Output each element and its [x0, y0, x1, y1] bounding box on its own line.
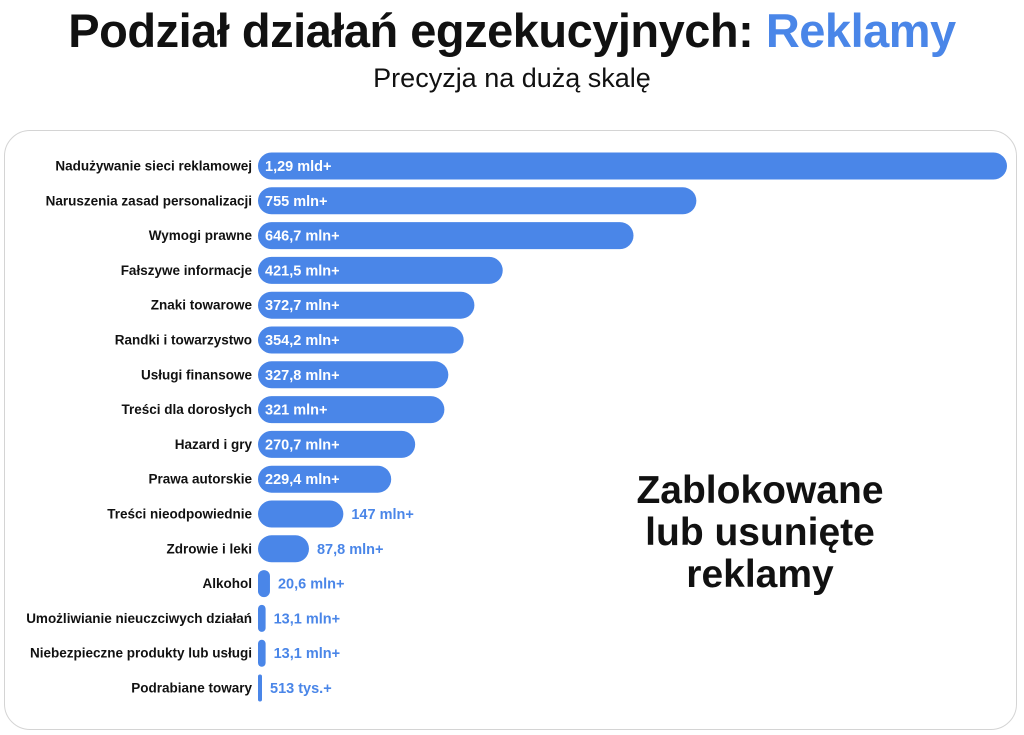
data-label: 372,7 mln+	[265, 298, 340, 314]
title-accent: Reklamy	[765, 4, 956, 57]
annotation-line-1: Zablokowane	[636, 469, 884, 512]
bar	[258, 396, 445, 424]
bar	[258, 674, 262, 702]
category-label: Naruszenia zasad personalizacji	[46, 193, 252, 208]
title-main: Podział działań egzekucyjnych:	[68, 4, 754, 57]
bar	[258, 291, 475, 319]
category-label: Alkohol	[203, 576, 253, 591]
bar	[258, 361, 449, 389]
bar	[258, 326, 464, 354]
data-label: 421,5 mln+	[265, 263, 340, 279]
annotation-line-3: reklamy	[686, 553, 834, 596]
category-label: Treści dla dorosłych	[121, 402, 252, 417]
data-label: 646,7 mln+	[265, 229, 340, 245]
data-label: 270,7 mln+	[265, 437, 340, 453]
category-label: Usługi finansowe	[141, 367, 253, 382]
data-label: 87,8 mln+	[317, 542, 384, 558]
data-label: 354,2 mln+	[265, 333, 340, 349]
category-label: Niebezpieczne produkty lub usługi	[30, 646, 252, 661]
bar	[258, 187, 697, 215]
bar	[258, 430, 416, 458]
category-label: Podrabiane towary	[131, 681, 252, 696]
page-subtitle: Precyzja na dużą skalę	[373, 63, 651, 93]
page-title: Podział działań egzekucyjnych: Reklamy	[0, 2, 1024, 60]
data-label: 1,29 mld+	[265, 159, 332, 175]
bar	[258, 465, 392, 493]
category-label: Umożliwianie nieuczciwych działań	[26, 611, 252, 626]
data-label: 327,8 mln+	[265, 368, 340, 384]
data-label: 755 mln+	[265, 194, 327, 210]
bar	[258, 152, 1007, 180]
category-label: Nadużywanie sieci reklamowej	[55, 159, 252, 174]
category-label: Randki i towarzystwo	[115, 333, 252, 348]
category-label: Wymogi prawne	[149, 228, 253, 243]
data-label: 321 mln+	[265, 403, 327, 419]
data-label: 513 tys.+	[270, 681, 332, 697]
data-label: 13,1 mln+	[274, 611, 341, 627]
bar	[258, 222, 634, 250]
data-label: 147 mln+	[351, 507, 413, 523]
category-label: Treści nieodpowiednie	[107, 507, 252, 522]
category-label: Prawa autorskie	[148, 472, 252, 487]
category-label: Znaki towarowe	[151, 298, 253, 313]
category-label: Zdrowie i leki	[166, 541, 252, 556]
bar	[258, 604, 266, 632]
bar	[258, 256, 503, 284]
data-label: 229,4 mln+	[265, 472, 340, 488]
bar	[258, 639, 266, 667]
category-label: Hazard i gry	[175, 437, 253, 452]
chart-annotation: Zablokowane lub usunięte reklamy	[590, 470, 930, 596]
bar	[258, 570, 270, 598]
bar	[258, 535, 309, 563]
data-label: 13,1 mln+	[274, 646, 341, 662]
annotation-line-2: lub usunięte	[645, 511, 875, 554]
bar	[258, 500, 344, 528]
data-label: 20,6 mln+	[278, 577, 345, 593]
category-label: Fałszywe informacje	[121, 263, 253, 278]
